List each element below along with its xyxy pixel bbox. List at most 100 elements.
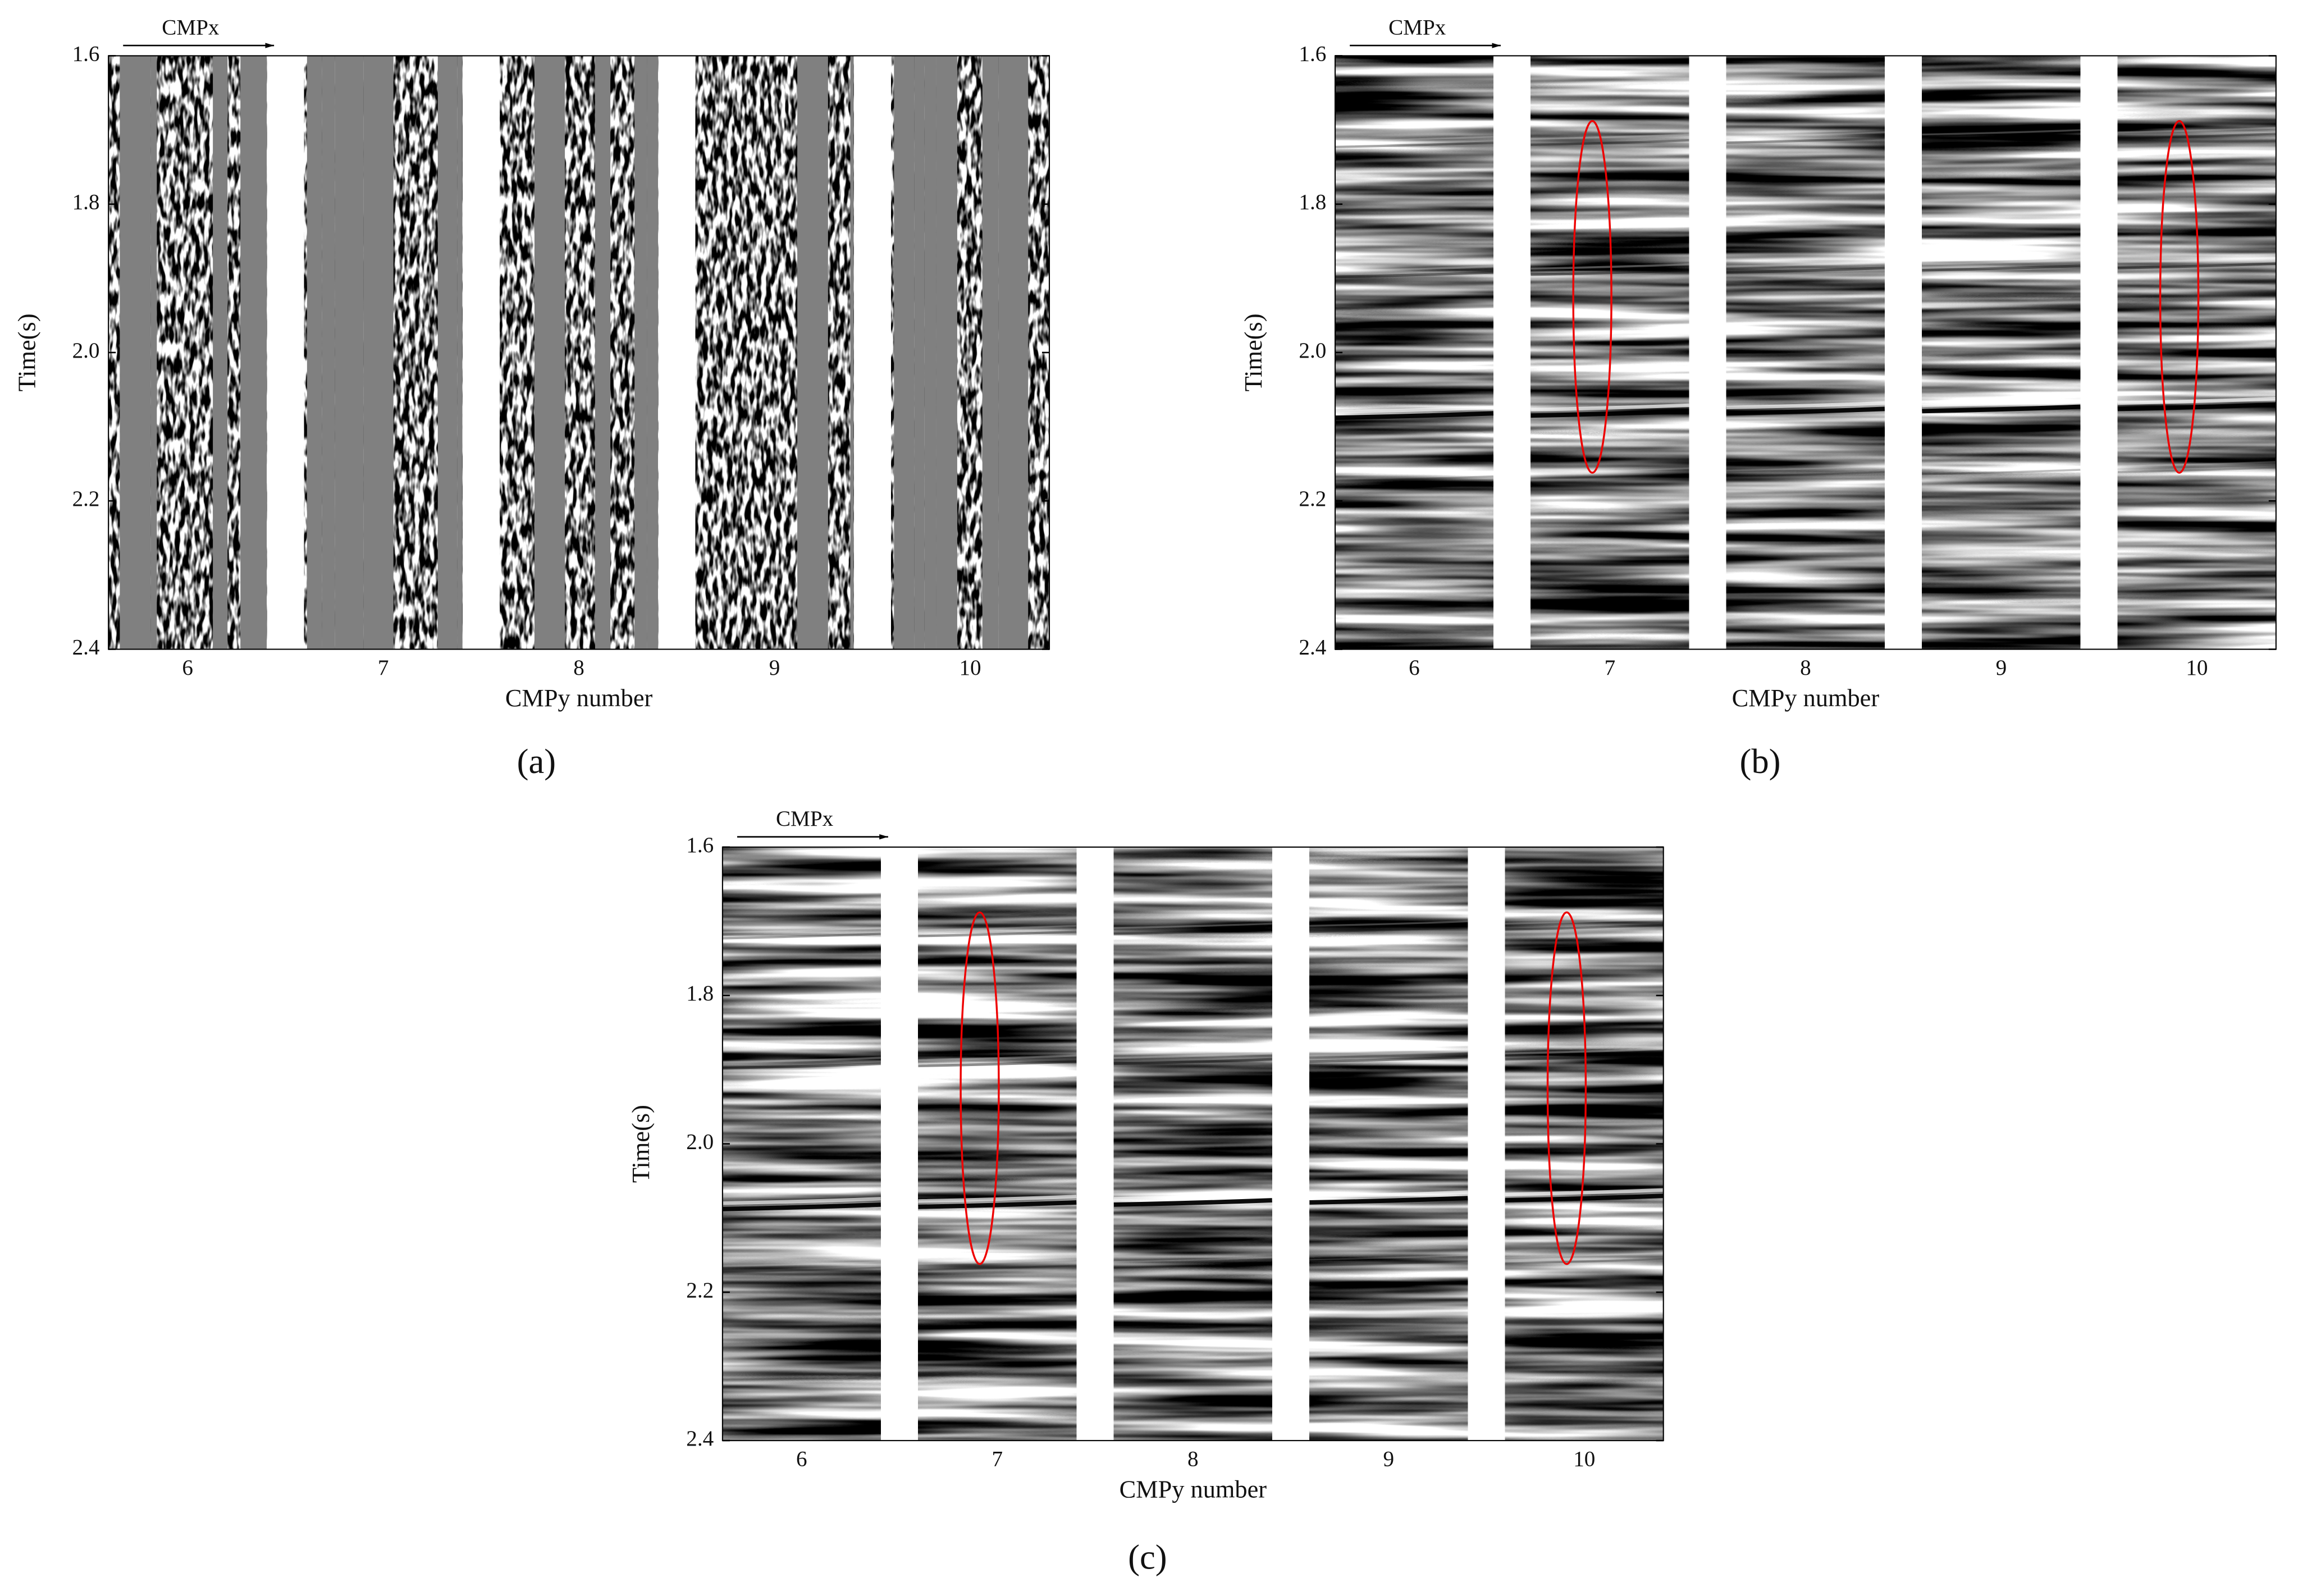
reflector [1922, 135, 2081, 142]
reflector [1335, 271, 1494, 278]
reflector-halo [1505, 1252, 1664, 1259]
reflector [918, 1060, 1077, 1068]
gather-block [1113, 847, 1272, 1441]
annotation: CMPx [162, 15, 220, 39]
reflector [1113, 1058, 1272, 1065]
reflector [1505, 1257, 1664, 1265]
missing-trace [914, 56, 925, 650]
reflector-halo [1309, 1050, 1468, 1057]
reflector [1113, 1198, 1272, 1207]
reflector-halo [2117, 397, 2276, 405]
x-tick-label: 10 [1573, 1447, 1595, 1471]
reflector-halo [1505, 1188, 1664, 1196]
highlight-ellipse [1572, 120, 1612, 474]
reflector-halo [1309, 920, 1468, 927]
panel-label: (a) [517, 742, 556, 781]
reflector-halo [1335, 469, 1493, 476]
reflector [1113, 1262, 1272, 1269]
missing-trace [534, 56, 565, 650]
reflector-halo [1922, 399, 2081, 408]
y-tick-label: 2.2 [1299, 487, 1326, 511]
y-tick-label: 1.8 [686, 981, 714, 1005]
reflector [722, 1062, 881, 1069]
missing-trace [240, 56, 267, 650]
missing-trace [982, 56, 999, 650]
reflector-halo [1531, 467, 1689, 474]
reflector [1309, 1196, 1468, 1205]
highlight-ellipse [960, 911, 1000, 1265]
reflector-halo [1335, 265, 1493, 272]
reflector-halo [1726, 465, 1885, 472]
texture [1309, 847, 1468, 1441]
missing-trace [894, 56, 915, 650]
missing-trace [150, 56, 157, 650]
reflector-halo [1113, 1052, 1272, 1059]
reflector [918, 1200, 1077, 1209]
reflector-halo [1531, 403, 1689, 411]
x-tick-label: 8 [573, 656, 584, 680]
x-tick-label: 8 [1800, 656, 1811, 680]
reflector-halo [1531, 263, 1689, 270]
y-tick-label: 2.2 [72, 487, 100, 511]
reflector [1335, 475, 1493, 482]
gather-block [1922, 56, 2081, 650]
reflector-halo [722, 1197, 881, 1205]
reflector-halo [1505, 918, 1664, 925]
reflector [1726, 137, 1885, 144]
reflector [1922, 264, 2081, 272]
x-tick-label: 6 [1409, 656, 1420, 680]
reflector-halo [722, 927, 881, 934]
gather-block [722, 847, 881, 1441]
missing-trace [924, 56, 936, 650]
reflector [1531, 268, 1689, 276]
reflector [1531, 409, 1689, 418]
reflector-halo [1309, 1254, 1468, 1261]
reflector [1309, 1260, 1468, 1267]
x-tick-label: 9 [1996, 656, 2007, 680]
reflector-halo [918, 925, 1077, 931]
y-tick-label: 1.8 [72, 190, 100, 214]
reflector [1335, 141, 1494, 148]
reflector-halo [918, 1195, 1077, 1203]
missing-trace [363, 56, 394, 650]
reflector-halo [918, 1259, 1077, 1265]
reflector-halo [1335, 405, 1494, 414]
reflector-halo [1113, 922, 1272, 929]
gather-block [304, 56, 463, 650]
reflector [1531, 473, 1689, 480]
y-tick-label: 2.2 [686, 1278, 714, 1302]
reflector [2117, 402, 2276, 411]
texture [1922, 56, 2081, 650]
gather-block [108, 56, 267, 650]
reflector [1922, 404, 2081, 414]
panel-label: (b) [1739, 742, 1780, 781]
texture [500, 56, 659, 650]
reflector-halo [1726, 131, 1885, 138]
y-tick-label: 1.6 [1299, 42, 1326, 66]
reflector [722, 1266, 881, 1273]
y-axis-label: Time(s) [627, 1105, 655, 1183]
reflector [1505, 1053, 1664, 1061]
reflector-halo [722, 1261, 881, 1268]
highlight-ellipse [2159, 120, 2200, 474]
reflector [1113, 928, 1272, 935]
texture [722, 847, 881, 1441]
reflector-halo [1335, 135, 1493, 143]
missing-trace [797, 56, 828, 650]
y-tick-label: 2.4 [72, 635, 100, 660]
missing-trace [457, 56, 463, 650]
x-tick-label: 9 [1383, 1447, 1395, 1471]
y-tick-label: 2.0 [686, 1130, 714, 1154]
panel-label: (c) [1128, 1538, 1167, 1577]
missing-trace [322, 56, 335, 650]
missing-trace [850, 56, 854, 650]
x-axis-label: CMPy number [1120, 1475, 1267, 1503]
texture [695, 56, 854, 650]
reflector-halo [1726, 401, 1885, 409]
reflector-halo [2117, 257, 2276, 263]
missing-trace [307, 56, 322, 650]
reflector-halo [2117, 127, 2276, 134]
gather-block [1309, 847, 1468, 1441]
reflector-halo [1922, 259, 2081, 266]
